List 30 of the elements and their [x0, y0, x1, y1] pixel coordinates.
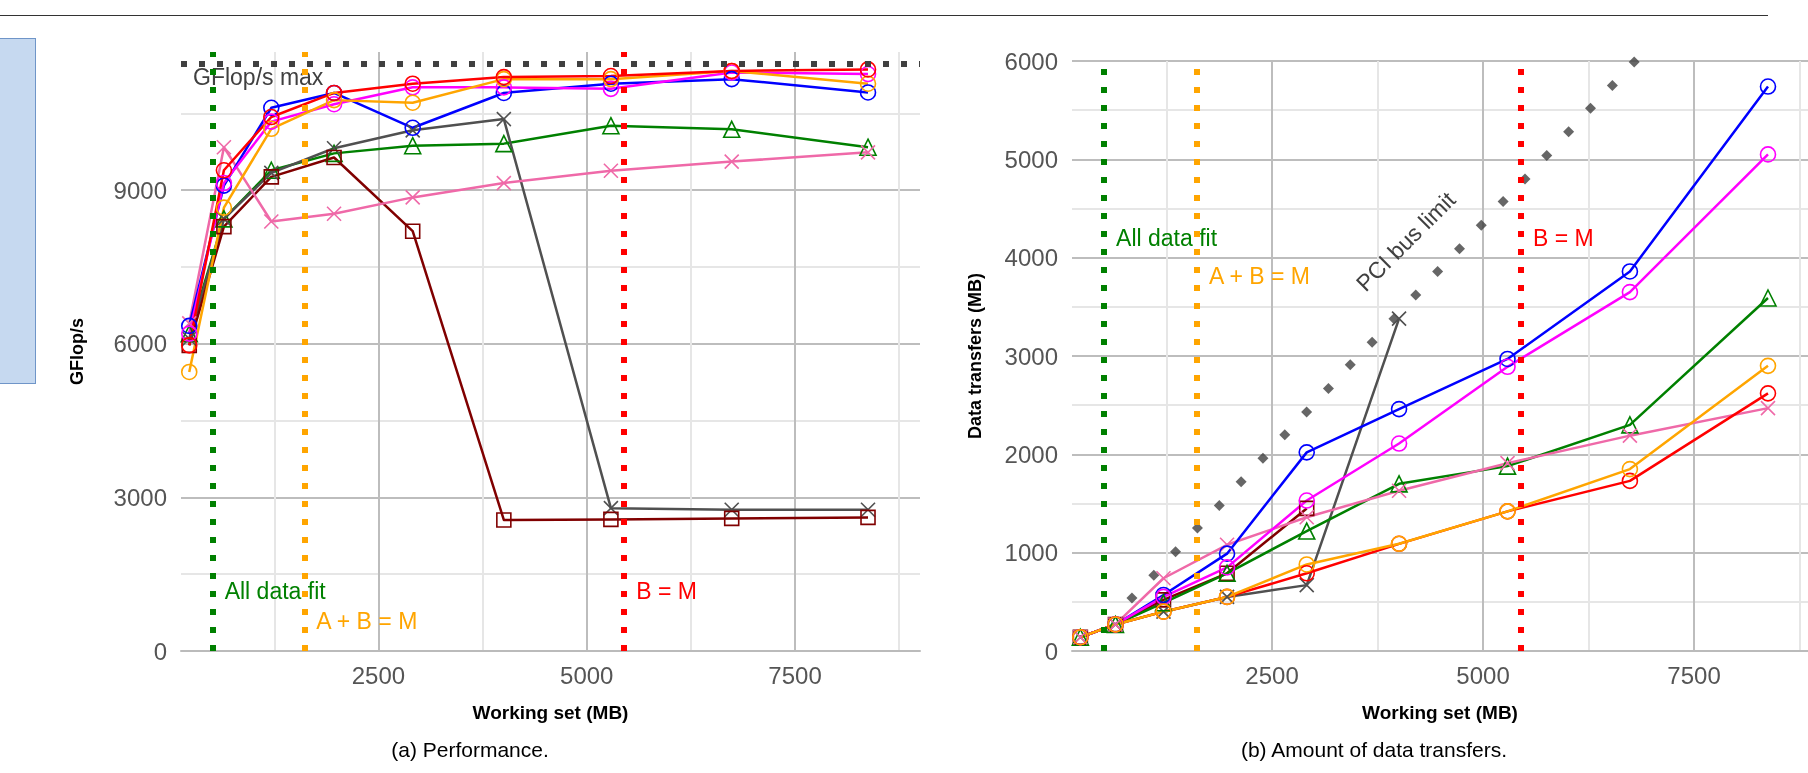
- x-tick-label: 5000: [560, 661, 614, 689]
- y-tick-label: 5000: [1004, 145, 1058, 173]
- x-tick-label: 2500: [351, 661, 406, 689]
- x-tick-label: 7500: [768, 661, 822, 689]
- text: (b) Amount of data transfers.: [1240, 738, 1508, 761]
- ref-line-label: B = M: [1533, 225, 1594, 251]
- text: PCI bus limit: [1350, 186, 1461, 297]
- x-tick-label: 5000: [1456, 661, 1510, 689]
- y-tick-label: 3000: [113, 483, 167, 511]
- text: (a) Performance.: [391, 738, 549, 761]
- ref-line-label: B = M: [636, 578, 697, 605]
- ref-line-label: All data fit: [1116, 225, 1218, 251]
- y-tick-label: 6000: [113, 330, 167, 358]
- y-tick-label: 2000: [1004, 440, 1058, 468]
- y-tick-label: 0: [153, 637, 167, 665]
- y-axis-title: Data transfers (MB): [965, 272, 985, 440]
- x-tick-label: 2500: [1245, 661, 1299, 689]
- ref-line-label: A + B = M: [316, 608, 418, 635]
- ref-line-label: All data fit: [224, 578, 327, 605]
- y-axis-title: GFlop/s: [67, 318, 87, 385]
- x-tick-label: 7500: [1667, 661, 1721, 689]
- y-tick-label: 1000: [1004, 539, 1058, 567]
- y-tick-label: 9000: [113, 176, 167, 204]
- ref-line-label: A + B = M: [1208, 263, 1310, 290]
- y-tick-label: 4000: [1004, 244, 1058, 272]
- x-axis-title: Working set (MB): [1362, 702, 1518, 723]
- y-tick-label: 0: [1044, 637, 1058, 665]
- y-tick-label: 3000: [1004, 342, 1058, 370]
- x-axis-title: Working set (MB): [472, 702, 629, 723]
- y-tick-label: 6000: [1004, 47, 1058, 75]
